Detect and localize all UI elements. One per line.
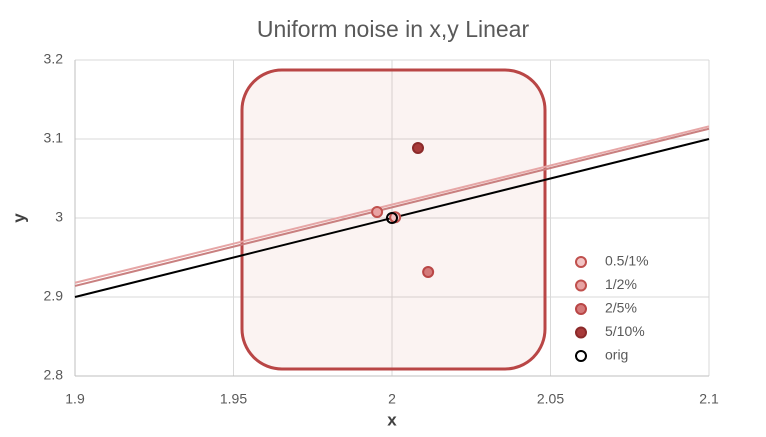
y-tick-label: 2.9 [44, 288, 64, 304]
x-tick-label: 1.9 [65, 391, 85, 407]
x-tick-label: 2.1 [699, 391, 719, 407]
legend-marker [575, 303, 587, 315]
legend-marker [575, 326, 587, 339]
data-point [411, 142, 424, 155]
points [371, 142, 435, 279]
y-tick-label: 3 [55, 209, 63, 225]
x-tick-label: 2 [388, 391, 396, 407]
y-tick-label: 3.1 [44, 130, 64, 146]
x-tick-label: 2.05 [537, 391, 564, 407]
chart-title: Uniform noise in x,y Linear [257, 16, 530, 42]
x-axis-title: x [387, 410, 397, 429]
legend-marker [575, 279, 587, 292]
legend-label: 5/10% [605, 323, 645, 339]
data-point [386, 212, 398, 224]
legend-label: 0.5/1% [605, 253, 649, 269]
y-tick-label: 3.2 [44, 51, 64, 67]
trendline [74, 125, 710, 284]
legend-marker [575, 350, 587, 362]
legend-label: 2/5% [605, 300, 637, 316]
grid: 2.8 2.9 3 3.1 3.2 1.9 1.95 2 2.05 2.1 [44, 51, 719, 407]
legend-label: 1/2% [605, 276, 637, 292]
trendline [74, 127, 710, 287]
legend: 0.5/1% 1/2% 2/5% 5/10% orig [575, 253, 649, 363]
data-point [371, 205, 384, 218]
data-point [422, 266, 435, 279]
x-tick-label: 1.95 [220, 391, 247, 407]
legend-label: orig [605, 347, 628, 363]
legend-marker [575, 256, 587, 268]
y-axis-title: y [9, 213, 28, 223]
y-tick-label: 2.8 [44, 367, 64, 383]
